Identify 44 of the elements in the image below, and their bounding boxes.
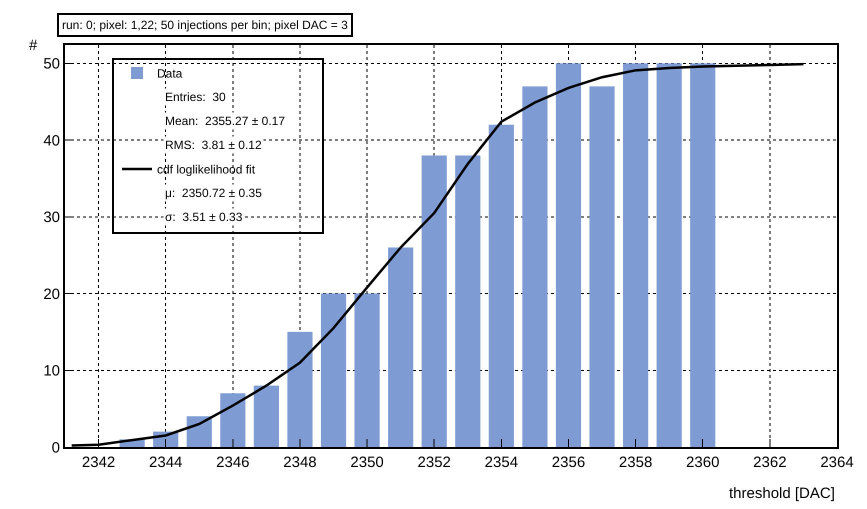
annotation: σ: 3.51 ± 0.33 <box>165 210 243 224</box>
x-tick-label: 2360 <box>686 454 720 471</box>
bar <box>455 155 480 447</box>
y-tick-label: 0 <box>52 439 60 456</box>
bar <box>589 86 615 447</box>
chart-title: run: 0; pixel: 1,22; 50 injections per bin; pixel DAC = 3 <box>62 18 348 32</box>
bar <box>422 155 447 447</box>
bar <box>690 63 716 447</box>
x-tick-label: 2342 <box>82 454 116 471</box>
legend-label: Data <box>157 66 183 81</box>
y-tick-label: 30 <box>43 209 60 226</box>
bar <box>556 63 582 447</box>
x-tick-label: 2348 <box>283 454 317 471</box>
y-tick-label: 40 <box>43 132 60 150</box>
annotation: Mean: 2355.27 ± 0.17 <box>165 114 286 128</box>
bar <box>354 294 380 447</box>
annotation: Entries: 30 <box>165 90 226 104</box>
x-tick-label: 2346 <box>216 454 250 471</box>
y-tick-label: 10 <box>43 362 60 380</box>
bar <box>186 416 212 447</box>
bar <box>320 294 346 447</box>
y-axis-title: # <box>29 37 38 54</box>
x-tick-label: 2350 <box>350 454 384 471</box>
annotation: μ: 2350.72 ± 0.35 <box>165 186 262 200</box>
legend-label: cdf loglikelihood fit <box>157 162 256 177</box>
bar <box>656 63 682 447</box>
bar <box>623 63 648 447</box>
x-tick-label: 2362 <box>753 454 787 471</box>
x-tick-label: 2358 <box>618 454 652 471</box>
x-tick-label: 2354 <box>484 454 518 471</box>
annotation: RMS: 3.81 ± 0.12 <box>165 138 262 152</box>
bar <box>388 248 414 447</box>
x-tick-label: 2344 <box>149 454 182 471</box>
x-axis-title: threshold [DAC] <box>729 485 835 502</box>
bar <box>287 332 313 447</box>
x-tick-label: 2356 <box>552 454 586 471</box>
y-tick-label: 50 <box>43 56 60 73</box>
bar <box>522 86 548 447</box>
y-tick-label: 20 <box>43 286 60 303</box>
bar <box>220 393 246 447</box>
x-tick-label: 2364 <box>820 454 854 471</box>
bar <box>488 124 514 447</box>
x-tick-label: 2352 <box>418 454 451 471</box>
bar <box>254 386 279 447</box>
